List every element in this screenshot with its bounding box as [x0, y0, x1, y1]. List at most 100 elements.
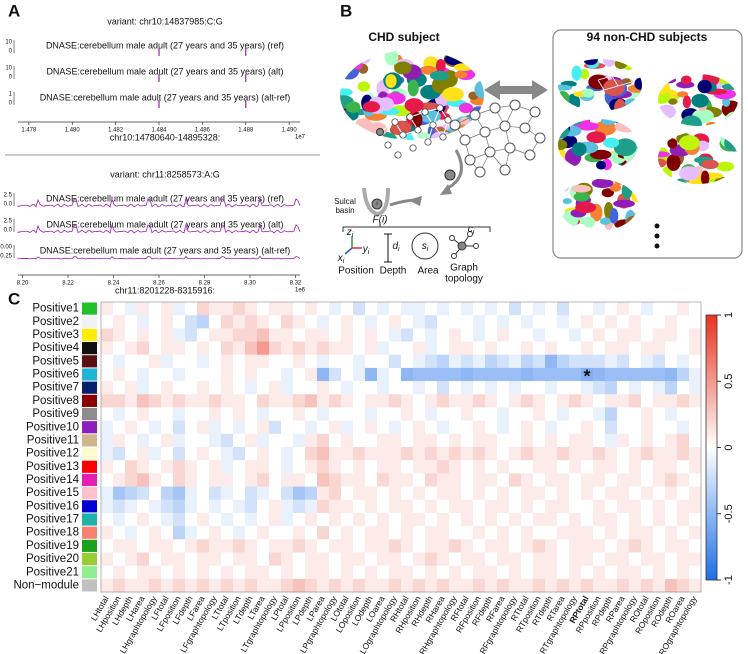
- heatmap-cell: [365, 354, 378, 369]
- heatmap-cell: [389, 394, 402, 408]
- heatmap-cell: [485, 552, 498, 566]
- brain-region: [625, 215, 638, 230]
- heatmap-cell: [233, 328, 246, 342]
- heatmap-cell: [305, 341, 318, 356]
- heatmap-cell: [233, 420, 246, 435]
- heatmap-cell: [509, 381, 522, 395]
- heatmap-cell: [665, 394, 678, 408]
- heatmap-cell: [581, 420, 594, 435]
- heatmap-cell: [317, 539, 330, 553]
- heatmap-cell: [233, 302, 246, 316]
- heatmap-cell: [113, 407, 126, 421]
- heatmap-cell: [569, 473, 582, 487]
- row-swatch: [82, 487, 97, 500]
- label: F(i): [373, 215, 388, 226]
- brain-region: [558, 98, 566, 108]
- colorbar-tick-label: -1: [723, 575, 735, 585]
- group-box: [552, 29, 743, 259]
- heatmap-cell: [461, 539, 474, 553]
- heatmap-cell: [437, 578, 450, 593]
- heatmap-cell: [605, 341, 618, 356]
- heatmap-cell: [233, 539, 246, 553]
- heatmap-cell: [653, 473, 666, 487]
- heatmap-cell: [461, 328, 474, 342]
- heatmap-cell: [233, 486, 246, 501]
- heatmap-cell: [389, 578, 402, 593]
- heatmap-cell: [221, 512, 234, 527]
- heatmap-cell: [437, 447, 450, 461]
- x-tick-label: 1.486: [195, 128, 211, 134]
- heatmap-cell: [509, 539, 522, 553]
- heatmap-cell: [341, 328, 354, 342]
- heatmap-cell: [653, 367, 666, 382]
- heatmap-cell: [401, 433, 414, 448]
- heatmap-cell: [521, 407, 534, 421]
- heatmap-cell: [389, 328, 402, 342]
- heatmap-cell: [617, 354, 630, 369]
- heatmap-cell: [161, 486, 174, 501]
- brain-region: [658, 158, 667, 168]
- heatmap-cell: [425, 341, 438, 356]
- heatmap-cell: [629, 565, 642, 580]
- heatmap-cell: [413, 354, 426, 369]
- brain-region: [631, 190, 638, 203]
- heatmap-cell: [581, 473, 594, 487]
- brain-region: [724, 111, 738, 126]
- heatmap-cell: [641, 460, 654, 474]
- heatmap-cell: [329, 460, 342, 474]
- heatmap-cell: [569, 341, 582, 356]
- heatmap-cell: [533, 315, 546, 329]
- heatmap-cell: [593, 328, 606, 342]
- heatmap-cell: [293, 552, 306, 566]
- heatmap-cell: [197, 302, 210, 316]
- symbol: ci: [468, 224, 475, 236]
- heatmap-cell: [581, 341, 594, 356]
- position-axes: [344, 236, 362, 255]
- colorbar-tick-label: -0.5: [723, 504, 735, 523]
- heatmap-cell: [521, 328, 534, 342]
- heatmap-cell: [269, 565, 282, 580]
- heatmap-cell: [485, 302, 498, 316]
- heatmap-cell: [461, 486, 474, 501]
- heatmap-cell: [665, 486, 678, 501]
- heatmap-cell: [161, 315, 174, 329]
- heatmap-cell: [581, 565, 594, 580]
- heatmap-cell: [377, 433, 390, 448]
- heatmap-cell: [449, 394, 462, 408]
- heatmap-cell: [557, 328, 570, 342]
- depth-bar: [384, 233, 392, 263]
- brain-region: [661, 76, 677, 84]
- heatmap-cell: [185, 539, 198, 553]
- brain-region: [458, 102, 474, 114]
- heatmap-cell: [149, 473, 162, 487]
- heatmap-cell: [389, 526, 402, 540]
- heatmap-cell: [581, 354, 594, 369]
- heatmap-cell: [113, 381, 126, 395]
- heatmap-cell: [125, 578, 138, 593]
- heatmap-cell: [677, 407, 690, 421]
- heatmap-cell: [113, 539, 126, 553]
- heatmap-cell: [545, 578, 558, 593]
- brain-region: [613, 138, 637, 157]
- heatmap-cell: [257, 565, 270, 580]
- bracket: [342, 222, 491, 232]
- heatmap-cell: [605, 328, 618, 342]
- heatmap-cell: [257, 367, 270, 382]
- heatmap-cell: [581, 302, 594, 316]
- heatmap-cell: [353, 407, 366, 421]
- heatmap-cell: [653, 328, 666, 342]
- heatmap-cell: [437, 552, 450, 566]
- brain-region: [558, 59, 574, 66]
- heatmap-cell: [473, 354, 486, 369]
- area-circle: [411, 232, 439, 260]
- brain-region: [583, 59, 598, 66]
- brain-region: [678, 166, 700, 181]
- brain-region: [394, 61, 412, 75]
- heatmap-cell: [197, 565, 210, 580]
- heatmap-cell: [389, 512, 402, 527]
- heatmap-cell: [617, 552, 630, 566]
- heatmap-cell: [485, 381, 498, 395]
- heatmap-cell: [653, 565, 666, 580]
- heatmap-cell: [497, 354, 510, 369]
- heatmap-cell: [293, 473, 306, 487]
